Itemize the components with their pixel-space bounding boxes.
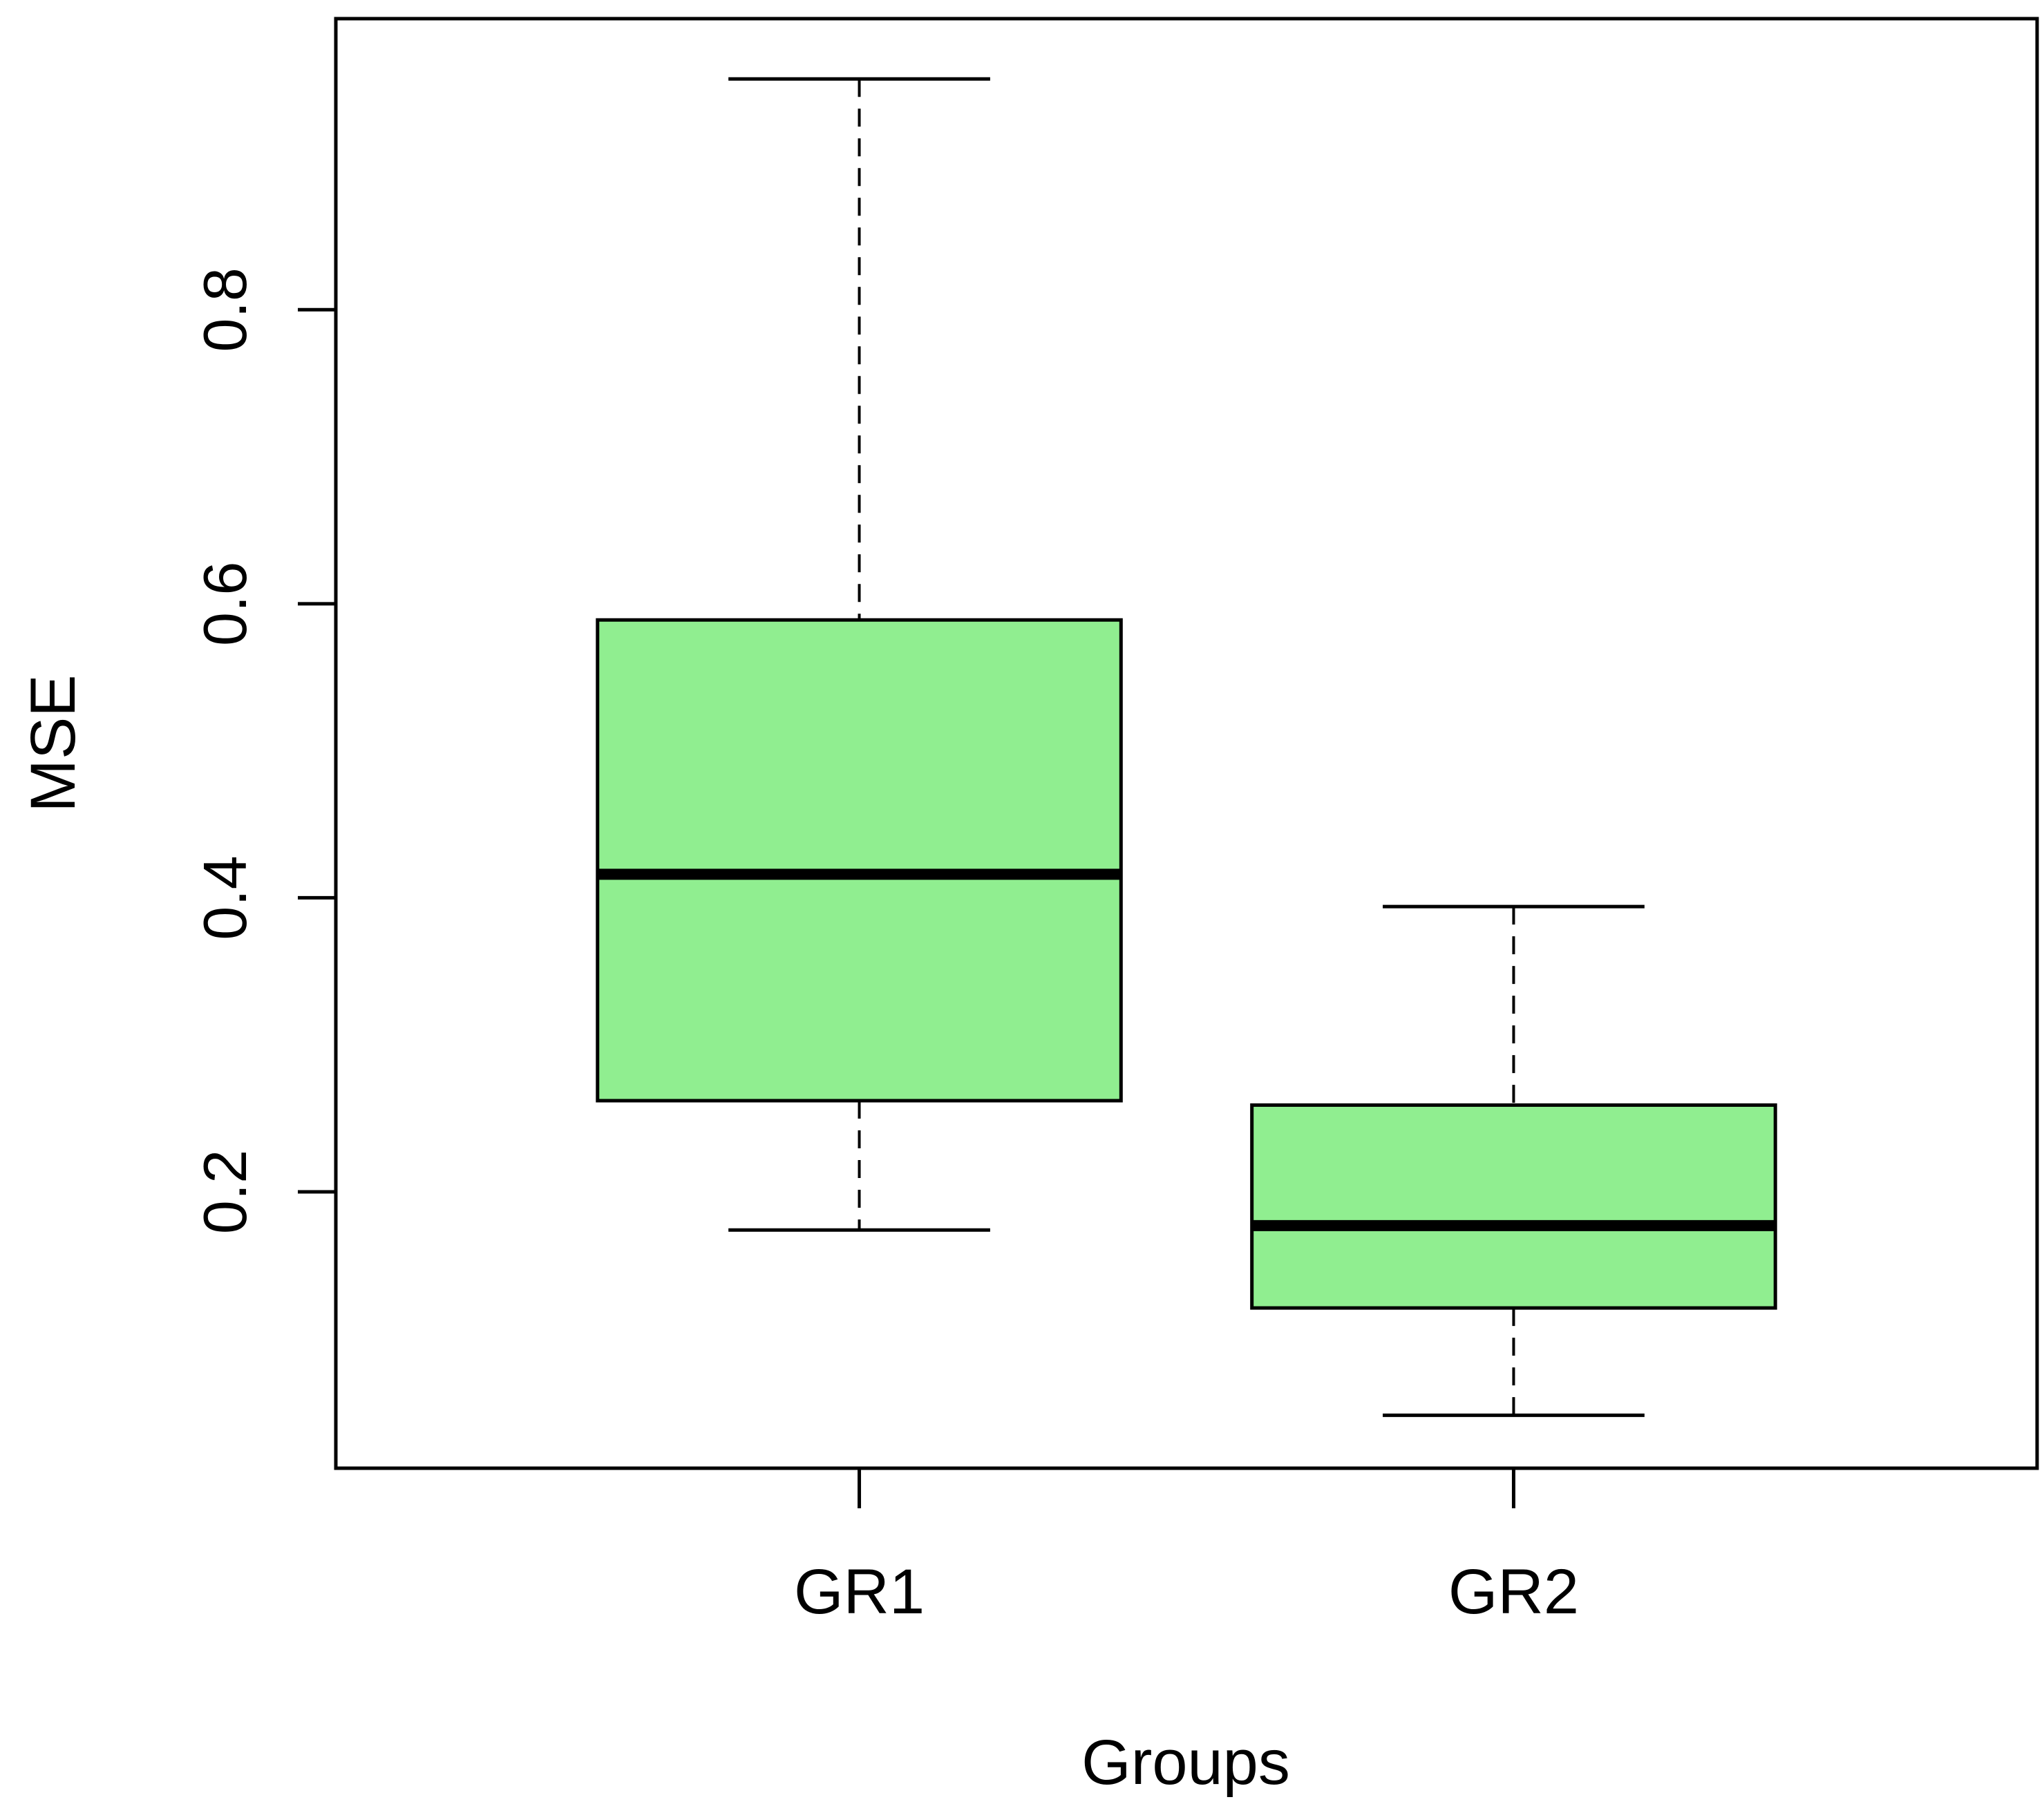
x-tick-label: GR1: [794, 1557, 925, 1627]
x-tick-label: GR2: [1448, 1557, 1579, 1627]
y-tick-label: 0.8: [191, 267, 259, 352]
x-axis-title: Groups: [1081, 1727, 1290, 1798]
box-gr2: [1250, 904, 1777, 1417]
y-tick-label: 0.6: [191, 562, 259, 646]
box-iqr: [596, 618, 1123, 1103]
y-axis: 0.2 0.4 0.6 0.8: [191, 267, 338, 1234]
box-gr1: [596, 77, 1123, 1232]
y-tick-label: 0.2: [191, 1150, 259, 1234]
y-axis-title: MSE: [18, 674, 88, 812]
boxes-layer: [596, 77, 1777, 1417]
box-iqr: [1250, 1103, 1777, 1310]
x-axis: GR1 GR2: [794, 1468, 1579, 1627]
y-tick-label: 0.4: [191, 855, 259, 940]
